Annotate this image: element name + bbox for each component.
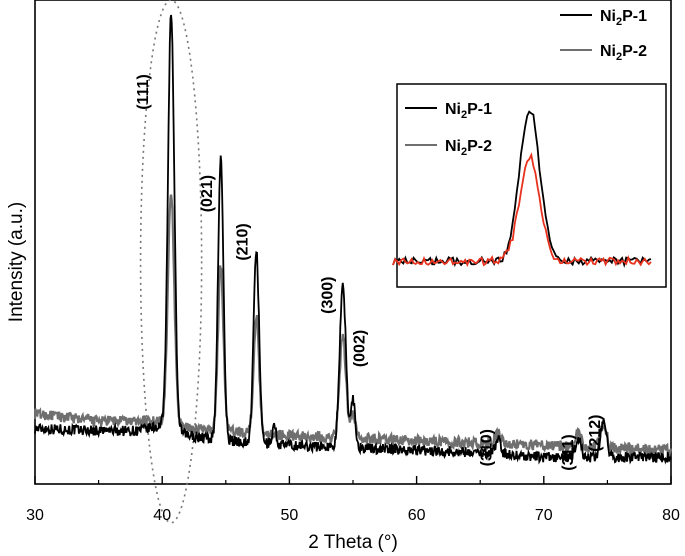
- inset-panel: Ni2P-1 Ni2P-2: [392, 83, 667, 288]
- inset-line-ni2p-2: [392, 152, 652, 268]
- x-ticks: 30 40 50 60 70 80: [26, 476, 680, 524]
- peak-label: (002): [351, 330, 368, 367]
- inset-frame: [396, 83, 667, 288]
- series-line-ni2p-1: [34, 14, 672, 465]
- x-tick-label: 40: [153, 507, 171, 524]
- series-layer: [33, 14, 673, 465]
- x-tick-label: 70: [535, 507, 553, 524]
- peak-labels: (111) (021) (210) (300) (002) (310) (311) (212): [135, 74, 604, 471]
- series-line-ni2p-2: [33, 194, 673, 460]
- peak-label: (212): [587, 415, 604, 452]
- legend-label-ni2p-1: Ni2P-1: [600, 8, 647, 28]
- inset-legend-label-ni2p-1: Ni2P-1: [445, 101, 492, 121]
- x-tick-label: 50: [281, 507, 299, 524]
- highlight-ellipse: [139, 0, 203, 524]
- x-axis-title: 2 Theta (°): [308, 532, 398, 553]
- x-tick-label: 30: [26, 507, 44, 524]
- legend: Ni2P-1 Ni2P-2: [560, 8, 647, 63]
- inset-series: [392, 110, 652, 268]
- y-axis-title: Intensity (a.u.): [6, 202, 27, 322]
- x-tick-label: 80: [662, 507, 680, 524]
- x-tick-label: 60: [408, 507, 426, 524]
- peak-label: (111): [135, 74, 152, 110]
- peak-label: (021): [199, 175, 216, 212]
- peak-label: (310): [479, 429, 496, 466]
- peak-label: (210): [234, 223, 251, 260]
- peak-label: (300): [320, 277, 337, 314]
- inset-legend-label-ni2p-2: Ni2P-2: [445, 138, 492, 158]
- legend-label-ni2p-2: Ni2P-2: [600, 43, 647, 63]
- peak-label: (311): [560, 434, 577, 470]
